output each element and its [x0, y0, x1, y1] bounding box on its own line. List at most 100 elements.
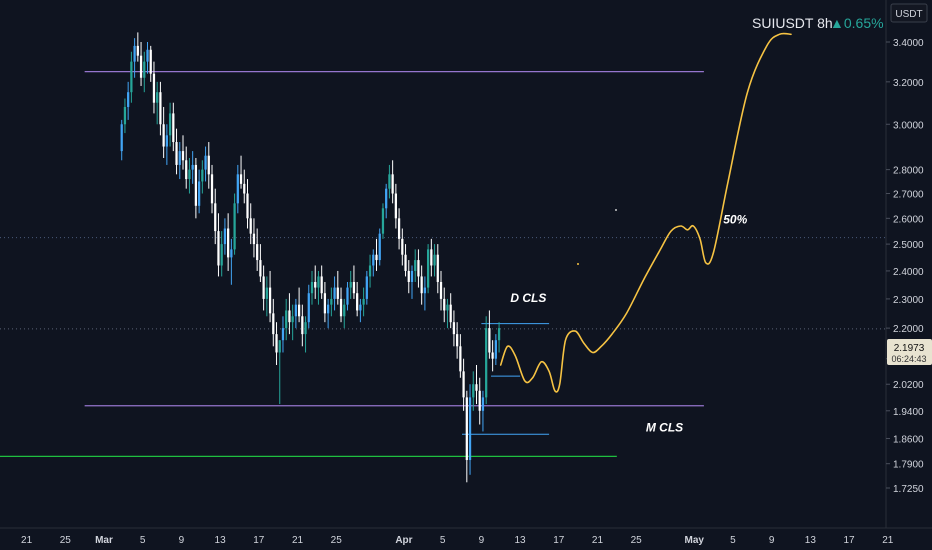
candle-body [462, 371, 465, 398]
candle-body [278, 340, 281, 353]
annotation-m-cls: M CLS [646, 420, 683, 434]
candle-body [275, 334, 278, 353]
x-tick-label: 13 [215, 535, 227, 546]
candle-body [433, 254, 436, 266]
last-price: 2.1973 [894, 343, 925, 354]
candle-body [214, 203, 217, 232]
candle-body [436, 254, 439, 282]
candle-body [352, 281, 356, 294]
candle-body [326, 304, 330, 314]
candle-body [365, 276, 368, 299]
candle-body [220, 244, 223, 266]
candle-body [362, 298, 365, 305]
candle-body [249, 218, 252, 234]
candles [120, 32, 501, 483]
candle-body [430, 249, 433, 266]
candle-body [136, 45, 139, 56]
candle-body [227, 228, 230, 258]
candle-body [385, 188, 388, 209]
marker-dot [577, 263, 579, 265]
candle-body [336, 287, 339, 299]
candle-body [472, 384, 475, 398]
x-tick-label: 5 [140, 535, 146, 546]
x-tick-label: 17 [253, 535, 265, 546]
candle-body [146, 49, 149, 62]
candle-body [197, 181, 201, 206]
marker-dot [615, 209, 617, 211]
candle-body [307, 293, 310, 323]
candle-body [417, 260, 420, 277]
candle-body [343, 304, 346, 317]
candle-body [265, 287, 268, 299]
candle-body [256, 244, 259, 261]
candle-body [230, 249, 233, 258]
x-tick-label: Apr [395, 535, 412, 546]
candle-body [439, 281, 443, 299]
candle-body [459, 346, 462, 372]
x-tick-label: 25 [331, 535, 343, 546]
candle-body [281, 328, 285, 341]
y-tick-label: 1.7250 [893, 484, 924, 495]
candle-body [414, 260, 417, 271]
candle-body [375, 254, 378, 261]
candle-body [310, 281, 314, 294]
candle-body [262, 276, 265, 299]
y-tick-label: 2.0200 [893, 380, 924, 391]
candle-body [407, 270, 410, 282]
x-tick-label: Mar [95, 535, 113, 546]
last-price-badge [887, 339, 932, 365]
candle-body [401, 238, 404, 255]
bar-countdown: 06:24:43 [891, 354, 926, 364]
candle-body [201, 169, 204, 182]
annotation-d-cls: D CLS [510, 291, 546, 305]
candle-body [404, 254, 407, 271]
candle-body [252, 233, 256, 245]
candle-body [194, 164, 198, 206]
candle-body [330, 298, 333, 305]
candle-body [239, 174, 243, 184]
candle-body [168, 113, 172, 136]
candle-body [485, 328, 488, 398]
candle-body [185, 160, 188, 180]
candle-body [304, 322, 307, 335]
candle-body [291, 316, 294, 323]
price-change: ▲0.65% [830, 15, 884, 31]
candle-body [191, 164, 194, 170]
x-tick-label: 13 [805, 535, 817, 546]
candle-body [133, 45, 136, 62]
candle-body [388, 174, 391, 189]
candle-body [210, 174, 214, 204]
candle-body [139, 55, 143, 78]
candle-body [410, 270, 414, 282]
candle-body [301, 316, 304, 335]
y-tick-label: 1.8600 [893, 434, 924, 445]
candle-body [368, 265, 372, 277]
chart-title: SUIUSDT 8h [752, 15, 833, 31]
currency-label: USDT [895, 9, 922, 20]
candle-body [188, 169, 191, 180]
candle-body [449, 304, 452, 323]
candle-body [346, 287, 349, 305]
candle-body [181, 151, 185, 161]
candle-body [172, 113, 175, 143]
candle-body [381, 208, 385, 234]
candle-body [333, 287, 336, 299]
candle-body [233, 203, 236, 250]
candle-body [497, 328, 501, 341]
candle-body [130, 61, 133, 93]
candle-body [481, 397, 485, 411]
candle-body [162, 124, 165, 147]
candle-body [339, 298, 343, 317]
x-tick-label: 9 [769, 535, 775, 546]
candle-body [165, 135, 168, 147]
candle-body [127, 92, 130, 107]
candle-body [372, 254, 375, 266]
y-tick-label: 2.8000 [893, 166, 924, 177]
x-tick-label: 17 [553, 535, 565, 546]
candle-body [456, 334, 459, 347]
time-axis[interactable]: 21 25 Mar 5 9 13 17 21 25 Apr 5 9 13 17 21 25 May 5 9 13 17 2… [21, 535, 894, 546]
candle-body [156, 92, 159, 103]
currency-badge[interactable] [890, 3, 928, 23]
